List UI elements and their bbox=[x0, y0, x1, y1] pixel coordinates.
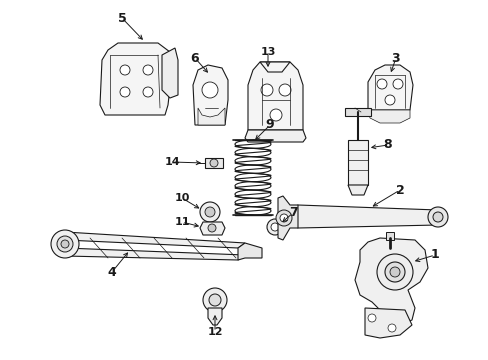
Polygon shape bbox=[289, 205, 444, 228]
Text: 2: 2 bbox=[395, 184, 404, 197]
Polygon shape bbox=[364, 308, 411, 338]
Circle shape bbox=[61, 240, 69, 248]
Text: 11: 11 bbox=[174, 217, 189, 227]
Polygon shape bbox=[238, 243, 262, 260]
Circle shape bbox=[208, 294, 221, 306]
Circle shape bbox=[142, 87, 153, 97]
Circle shape bbox=[51, 230, 79, 258]
Text: 7: 7 bbox=[288, 207, 297, 220]
Polygon shape bbox=[354, 238, 427, 325]
Text: 3: 3 bbox=[391, 51, 400, 64]
Circle shape bbox=[261, 84, 272, 96]
Polygon shape bbox=[162, 48, 178, 98]
Circle shape bbox=[387, 324, 395, 332]
Bar bbox=[345, 108, 370, 116]
Text: 4: 4 bbox=[107, 266, 116, 279]
Circle shape bbox=[203, 288, 226, 312]
Circle shape bbox=[207, 224, 216, 232]
Text: 10: 10 bbox=[174, 193, 189, 203]
Circle shape bbox=[269, 109, 282, 121]
Circle shape bbox=[427, 207, 447, 227]
Polygon shape bbox=[244, 130, 305, 142]
Text: 1: 1 bbox=[430, 248, 439, 261]
Circle shape bbox=[389, 267, 399, 277]
Bar bbox=[204, 158, 223, 168]
Polygon shape bbox=[198, 108, 224, 125]
Circle shape bbox=[275, 210, 291, 226]
Polygon shape bbox=[65, 232, 244, 248]
Circle shape bbox=[142, 65, 153, 75]
Circle shape bbox=[270, 223, 279, 231]
Circle shape bbox=[279, 84, 290, 96]
Polygon shape bbox=[367, 65, 412, 110]
Circle shape bbox=[204, 207, 215, 217]
Text: 5: 5 bbox=[118, 12, 126, 24]
Circle shape bbox=[266, 219, 283, 235]
Polygon shape bbox=[193, 65, 227, 125]
Polygon shape bbox=[347, 185, 367, 195]
Circle shape bbox=[120, 87, 130, 97]
Circle shape bbox=[280, 214, 287, 222]
Circle shape bbox=[202, 82, 218, 98]
Circle shape bbox=[384, 262, 404, 282]
Text: 13: 13 bbox=[260, 47, 275, 57]
Bar bbox=[385, 232, 393, 240]
Circle shape bbox=[376, 79, 386, 89]
Polygon shape bbox=[65, 248, 244, 260]
Circle shape bbox=[367, 314, 375, 322]
Polygon shape bbox=[367, 110, 409, 123]
Circle shape bbox=[392, 79, 402, 89]
Circle shape bbox=[57, 236, 73, 252]
Polygon shape bbox=[207, 308, 222, 325]
Polygon shape bbox=[247, 62, 303, 130]
Text: 6: 6 bbox=[190, 51, 199, 64]
Polygon shape bbox=[260, 62, 289, 72]
Text: 14: 14 bbox=[164, 157, 180, 167]
Text: 8: 8 bbox=[383, 139, 391, 152]
Polygon shape bbox=[200, 222, 224, 235]
Circle shape bbox=[209, 159, 218, 167]
Polygon shape bbox=[100, 43, 172, 115]
Text: 9: 9 bbox=[265, 118, 274, 131]
Circle shape bbox=[120, 65, 130, 75]
Text: 12: 12 bbox=[207, 327, 223, 337]
Circle shape bbox=[432, 212, 442, 222]
Circle shape bbox=[384, 95, 394, 105]
Circle shape bbox=[200, 202, 220, 222]
Circle shape bbox=[376, 254, 412, 290]
Bar bbox=[347, 140, 367, 185]
Polygon shape bbox=[278, 196, 297, 240]
